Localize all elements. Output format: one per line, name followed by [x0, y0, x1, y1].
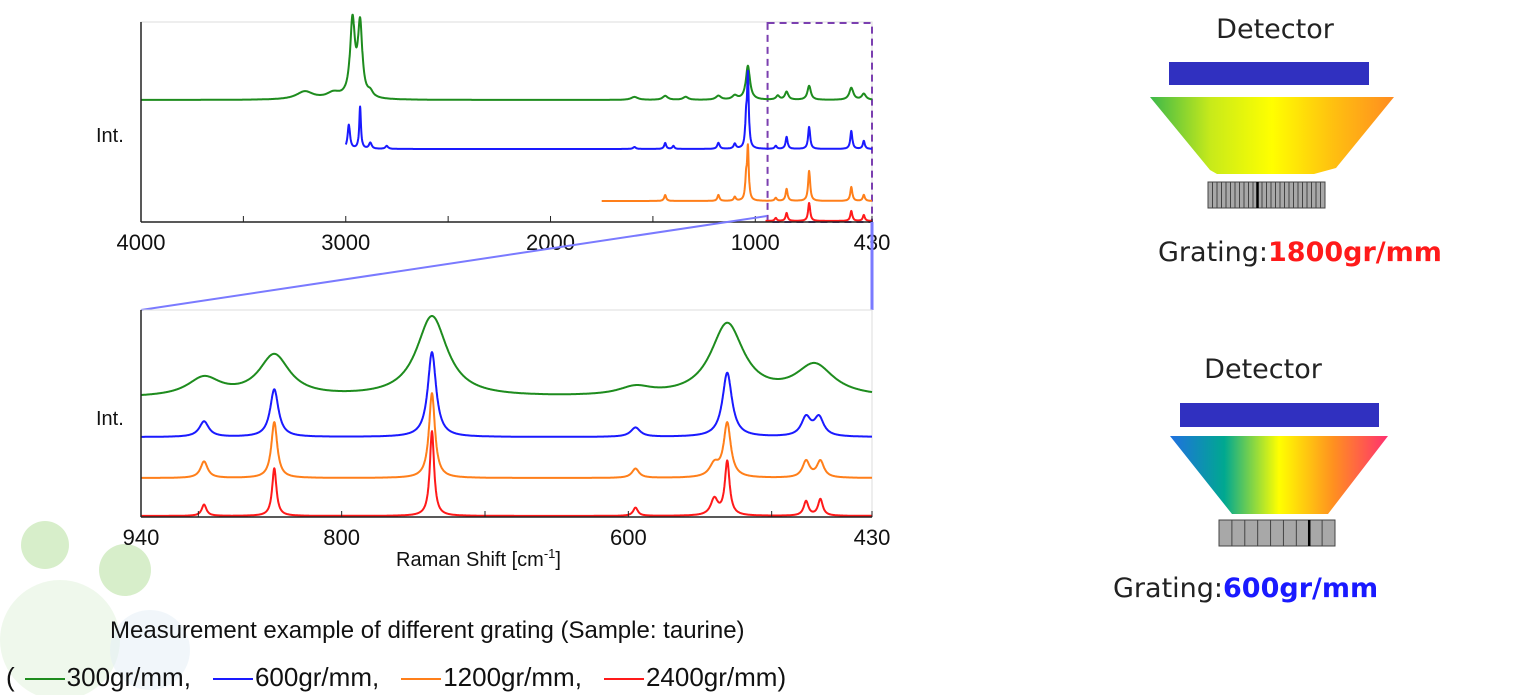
legend-swatch — [401, 678, 442, 681]
plot-frame — [140, 21, 873, 223]
x-tick-label: 4000 — [117, 230, 166, 255]
detector-bar — [1169, 62, 1369, 85]
series-line-1200gr-per-mm — [600, 143, 873, 202]
grating-body — [1218, 519, 1336, 547]
legend-label: 1200gr/mm, — [443, 662, 582, 692]
x-tick-label: 430 — [854, 525, 891, 550]
grating-value: 1800gr/mm — [1268, 237, 1442, 268]
detector-bar — [1180, 403, 1379, 427]
x-tick-label: 600 — [610, 525, 647, 550]
diagram-600: Detector Grating:600gr/mm — [1113, 354, 1388, 604]
legend-item: 1200gr/mm, — [379, 662, 582, 692]
grating-text: Grating:1800gr/mm — [1158, 237, 1442, 268]
background-molecule-decoration — [0, 521, 190, 695]
full-range-chart: 4000 3000 2000 1000 430 — [117, 13, 890, 255]
series-line-300gr-per-mm — [140, 315, 873, 396]
zoom-region-box — [766, 22, 873, 223]
series-line-1200gr-per-mm — [140, 392, 873, 479]
detector-label: Detector — [1216, 14, 1335, 45]
figure-caption: Measurement example of different grating… — [110, 617, 745, 644]
legend-item: 2400gr/mm — [582, 662, 778, 692]
legend-label: 600gr/mm, — [254, 662, 380, 692]
x-axis-label: Raman Shift [cm-1] — [396, 546, 561, 571]
series-line-2400gr-per-mm — [764, 202, 873, 222]
dispersed-light-beam — [1150, 97, 1394, 174]
series-line-2400gr-per-mm — [140, 430, 873, 517]
legend: (300gr/mm, 600gr/mm, 1200gr/mm, 2400gr/mm) — [6, 662, 786, 693]
x-tick-label: 1000 — [731, 230, 780, 255]
zoom-connector-line-left — [140, 215, 768, 311]
x-tick-label: 3000 — [321, 230, 370, 255]
grating-value: 600gr/mm — [1223, 573, 1378, 604]
legend-label: 300gr/mm, — [66, 662, 191, 692]
diagram-1800: Detector Grating:1800gr/mm — [1150, 14, 1442, 268]
legend-swatch — [212, 678, 253, 681]
legend-label: 2400gr/mm — [645, 662, 778, 692]
top-y-axis-label: Int. — [96, 125, 124, 147]
legend-open-paren: ( — [6, 662, 15, 692]
series-line-300gr-per-mm — [140, 13, 873, 101]
x-tick-label: 940 — [123, 525, 160, 550]
series-line-600gr-per-mm — [140, 351, 873, 438]
legend-item: 600gr/mm, — [191, 662, 379, 692]
legend-swatch — [24, 678, 65, 681]
grating-text: Grating:600gr/mm — [1113, 573, 1378, 604]
grating-icon — [1218, 519, 1336, 547]
plot-frame — [140, 309, 873, 518]
legend-close-paren: ) — [777, 662, 787, 692]
legend-item: 300gr/mm, — [15, 662, 191, 692]
zoom-connector — [140, 215, 874, 311]
detector-label: Detector — [1204, 354, 1323, 385]
x-tick-label: 800 — [323, 525, 360, 550]
grating-icon — [1207, 181, 1326, 209]
legend-swatch — [603, 678, 644, 681]
series-line-600gr-per-mm — [344, 69, 873, 150]
dispersed-light-beam — [1170, 436, 1388, 514]
zoom-chart: 940 800 600 430 — [123, 309, 891, 550]
bottom-y-axis-label: Int. — [96, 408, 124, 430]
